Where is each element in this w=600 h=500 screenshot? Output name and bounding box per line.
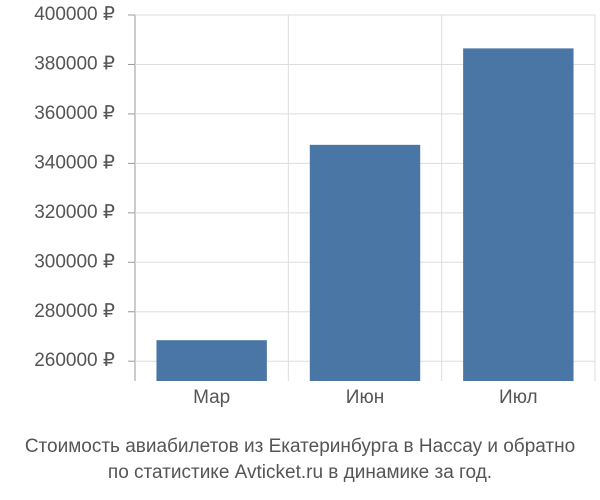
- y-tick-label: 380000 ₽: [34, 53, 115, 74]
- bar: [463, 48, 574, 382]
- bar: [156, 340, 267, 381]
- y-tick-label: 400000 ₽: [34, 4, 115, 25]
- bar: [309, 144, 421, 381]
- y-tick-label: 280000 ₽: [34, 301, 115, 322]
- x-tick-label: Июн: [346, 387, 384, 408]
- y-tick-label: 320000 ₽: [34, 202, 115, 223]
- y-tick-label: 340000 ₽: [34, 152, 115, 173]
- y-tick-label: 360000 ₽: [34, 103, 115, 124]
- y-tick-label: 300000 ₽: [34, 251, 115, 272]
- x-tick-label: Мар: [193, 387, 230, 408]
- x-tick-label: Июл: [499, 387, 538, 408]
- chart-title: по статистике Avticket.ru в динамике за …: [108, 462, 492, 483]
- chart-title: Стоимость авиабилетов из Екатеринбурга в…: [25, 436, 575, 457]
- y-tick-label: 260000 ₽: [34, 350, 115, 371]
